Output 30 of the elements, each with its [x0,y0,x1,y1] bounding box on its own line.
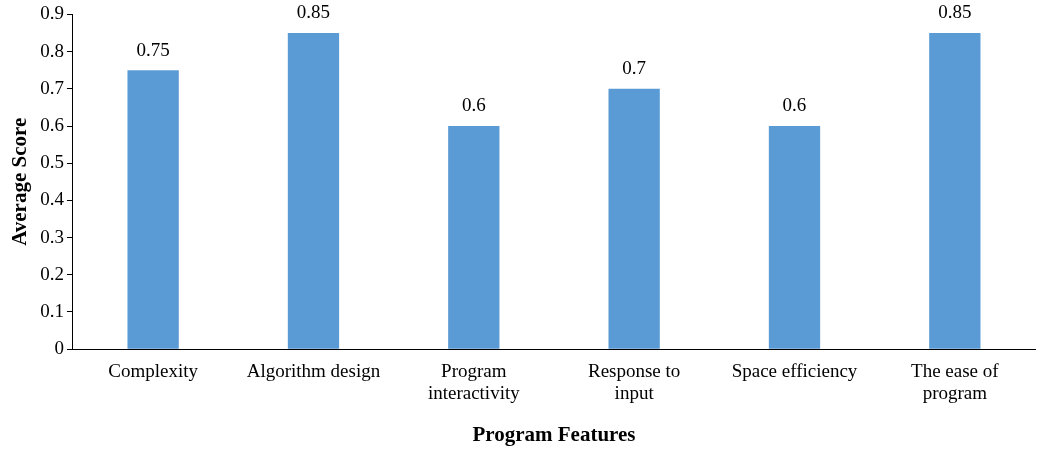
y-tick-label: 0.3 [40,225,64,247]
y-tick-label: 0.8 [40,39,64,61]
y-tick-label: 0.5 [40,151,64,173]
bar [448,126,500,349]
data-label: 0.6 [461,94,486,116]
x-tick-label: Algorithm design [246,359,381,381]
x-tick-label: Response to input [587,359,681,404]
data-label: 0.7 [622,57,647,79]
x-axis-title: Program Features [472,421,636,446]
x-tick-label: Complexity [108,359,199,381]
data-label: 0.6 [782,94,807,116]
y-tick-label: 0.9 [40,2,64,24]
bar [127,70,179,349]
y-tick-label: 0.1 [40,299,64,321]
y-tick-label: 0.2 [40,262,64,284]
bar [287,33,340,349]
bar [929,33,981,349]
x-tick-label: The ease of program [911,359,1000,404]
x-tick-label: Space efficiency [731,359,858,381]
bar [768,126,821,349]
data-label: 0.85 [938,1,972,23]
data-label: 0.75 [136,38,170,60]
y-tick-label: 0 [54,337,64,359]
y-tick-label: 0.6 [40,113,64,135]
bar [608,88,660,349]
y-tick-label: 0.4 [40,188,65,210]
x-tick-label: Program interactivity [427,359,521,404]
y-tick-label: 0.7 [40,76,64,98]
y-axis-title: Average Score [7,117,32,246]
data-label: 0.85 [296,1,331,23]
